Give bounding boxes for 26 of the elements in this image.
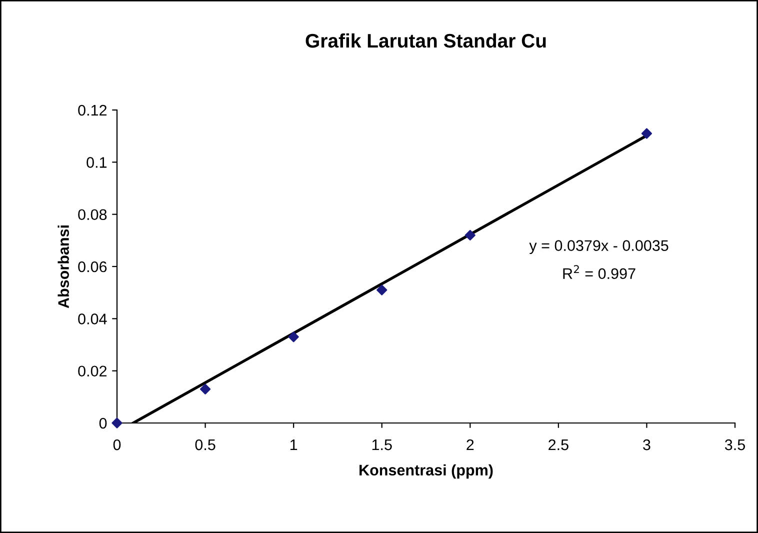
- y-tick-label: 0.06: [78, 261, 107, 272]
- y-tick-label: 0.04: [78, 314, 107, 324]
- x-tick-label: 1.5: [372, 440, 392, 450]
- point: [288, 332, 299, 342]
- x-tick-label: 0: [113, 439, 121, 450]
- x-tick-label: 1: [290, 440, 298, 450]
- point: [464, 230, 476, 240]
- y-tick-label: 0: [99, 418, 107, 429]
- annotation: R$^{2}$ = 0.997: [563, 265, 636, 280]
- x-tick-label: 3.5: [724, 439, 745, 450]
- y-tick-label: 0.1: [86, 157, 107, 168]
- y-tick-label: 0.12: [78, 104, 107, 116]
- point: [200, 384, 211, 394]
- point: [112, 418, 122, 428]
- x-axis-title: Konsentrasi (ppm): [360, 464, 493, 479]
- x-tick-label: 2: [466, 439, 474, 450]
- y-tick-label: 0.08: [78, 209, 107, 220]
- point: [376, 284, 388, 296]
- x-tick-label: 0.5: [195, 439, 216, 450]
- chart-title: Grafik Larutan Standar Cu: [306, 33, 546, 48]
- x-tick-label: 2.5: [548, 439, 568, 450]
- x-tick-label: 3: [643, 439, 650, 450]
- annotation: y = 0.0379x - 0.0035: [529, 240, 668, 254]
- y-tick-label: 0.02: [78, 366, 107, 377]
- point: [641, 128, 652, 139]
- y-axis-title: Absorbansi: [58, 226, 69, 308]
